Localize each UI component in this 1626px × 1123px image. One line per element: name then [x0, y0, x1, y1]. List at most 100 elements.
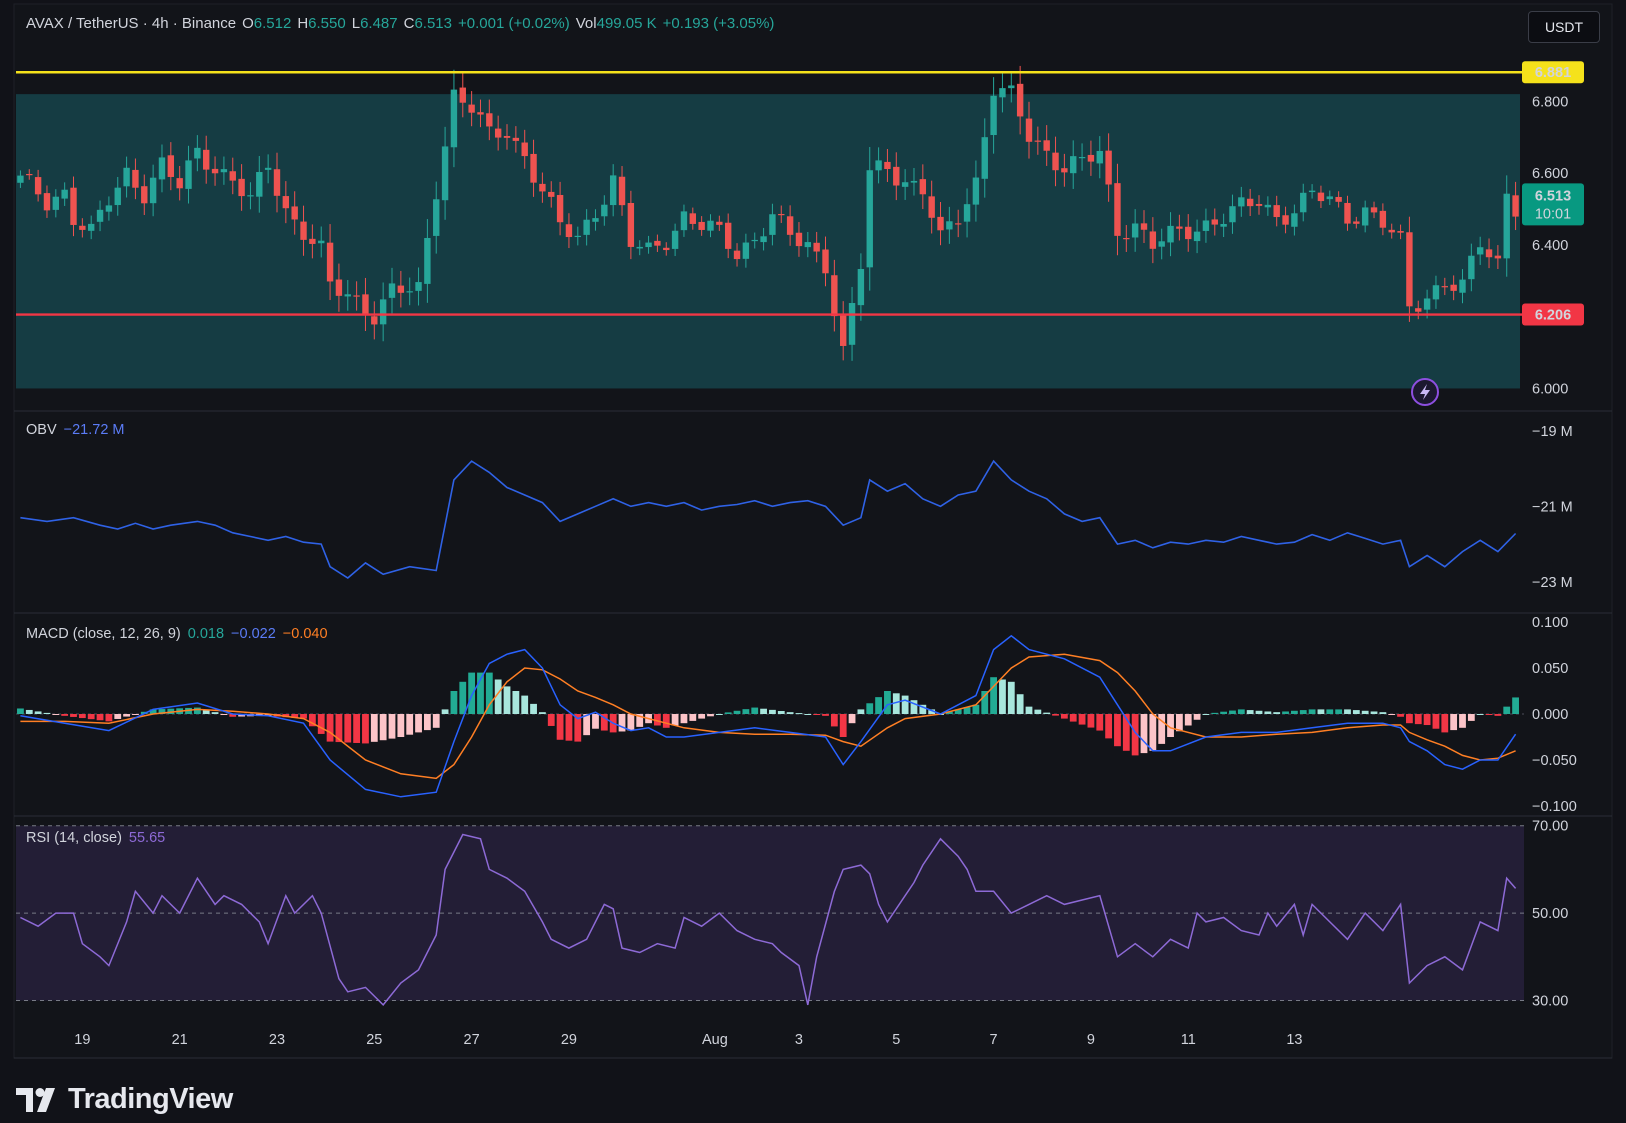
macd-header[interactable]: MACD (close, 12, 26, 9) 0.018 −0.022 −0.… [26, 626, 328, 642]
macd-histogram-bar [839, 714, 847, 737]
last-price-badge [1522, 183, 1584, 226]
candle [556, 194, 564, 223]
macd-histogram-bar [96, 714, 104, 721]
macd-histogram-bar [1255, 710, 1263, 714]
macd-histogram-bar [813, 714, 821, 715]
candle [477, 112, 484, 115]
rsi-value: 55.65 [128, 830, 166, 846]
macd-histogram-bar [1025, 706, 1033, 714]
macd-histogram-bar [459, 681, 467, 714]
candle [238, 178, 245, 197]
candle [663, 247, 670, 251]
candle [141, 186, 148, 204]
symbol-label[interactable]: AVAX / TetherUS · 4h · Binance [26, 15, 237, 32]
candle [1423, 298, 1431, 310]
candle [256, 172, 263, 197]
candle [1335, 196, 1342, 202]
candle [689, 213, 696, 224]
macd-histogram-bar [229, 714, 237, 717]
candle [1131, 223, 1139, 238]
macd-histogram-bar [1087, 714, 1095, 728]
candle [548, 191, 555, 197]
macd-histogram-bar [450, 691, 458, 714]
macd-histogram-bar [202, 709, 210, 714]
candle [901, 182, 909, 187]
candle [132, 169, 139, 188]
time-tick-label: 19 [74, 1032, 90, 1048]
obv-header[interactable]: OBV −21.72 M [26, 422, 125, 438]
candle [79, 225, 86, 230]
macd-histogram-bar [1476, 714, 1484, 715]
low-label: L [351, 15, 361, 32]
candle [300, 221, 307, 240]
obv-label: OBV [26, 422, 57, 438]
macd-histogram-bar [291, 714, 299, 718]
candle [344, 294, 351, 297]
macd-histogram-bar [530, 703, 537, 714]
macd-histogram-bar [1388, 714, 1396, 715]
macd-histogram-bar [87, 714, 95, 720]
candle [742, 242, 750, 259]
macd-histogram-bar [521, 695, 529, 714]
macd-histogram-bar [698, 714, 706, 719]
macd-histogram-bar [1344, 709, 1351, 714]
candle [371, 316, 378, 325]
rsi-tick-label: 50.00 [1532, 906, 1568, 922]
candle [1070, 156, 1077, 174]
macd-histogram-bar [1335, 709, 1343, 714]
candle [760, 236, 767, 243]
candle [1246, 198, 1254, 207]
candle [468, 104, 475, 113]
macd-histogram-bar [1114, 714, 1121, 747]
candle [1353, 221, 1360, 224]
candle [1397, 231, 1404, 233]
candle [654, 240, 661, 246]
candle [1158, 241, 1165, 247]
candle [379, 299, 387, 325]
change-value: +0.001 (+0.02%) [458, 15, 570, 32]
macd-histogram-bar [1229, 710, 1236, 714]
candle [609, 175, 617, 206]
macd-histogram-bar [326, 714, 334, 742]
macd-histogram-bar [149, 709, 157, 714]
macd-histogram-bar [972, 704, 980, 714]
macd-line [20, 634, 1517, 798]
candle [1388, 229, 1395, 233]
candle [618, 176, 626, 206]
brand-name: TradingView [68, 1083, 233, 1115]
macd-histogram-bar [264, 714, 272, 716]
candle [1087, 154, 1095, 162]
tradingview-logo[interactable]: TradingView [16, 1083, 233, 1116]
macd-histogram-bar [777, 711, 785, 714]
candle [397, 285, 405, 293]
macd-hist-value: 0.018 [187, 626, 225, 642]
candle [680, 211, 688, 231]
candle [786, 216, 794, 235]
macd-histogram-bar [1096, 714, 1104, 731]
candle [813, 242, 820, 252]
candle [1441, 286, 1448, 288]
close-value: 6.513 [414, 15, 452, 32]
macd-tick-label: 0.000 [1532, 707, 1568, 723]
candle [441, 146, 449, 201]
obv-tick-label: −23 M [1532, 575, 1573, 591]
macd-tick-label: −0.100 [1532, 799, 1577, 815]
candle [1255, 203, 1263, 206]
candle [848, 303, 856, 345]
candle [1140, 223, 1148, 230]
candle [1273, 205, 1280, 218]
macd-histogram-bar [786, 712, 794, 714]
time-tick-label: 23 [269, 1032, 285, 1048]
candle [1512, 195, 1519, 217]
rsi-line [20, 833, 1517, 1007]
candle [185, 160, 192, 189]
candle [636, 246, 643, 249]
candle [388, 283, 396, 298]
macd-histogram-bar [1202, 714, 1210, 715]
currency-button[interactable]: USDT [1528, 11, 1600, 43]
candle [406, 291, 413, 293]
candle [592, 218, 599, 222]
macd-histogram-bar [574, 714, 582, 742]
rsi-header[interactable]: RSI (14, close) 55.65 [26, 830, 165, 846]
